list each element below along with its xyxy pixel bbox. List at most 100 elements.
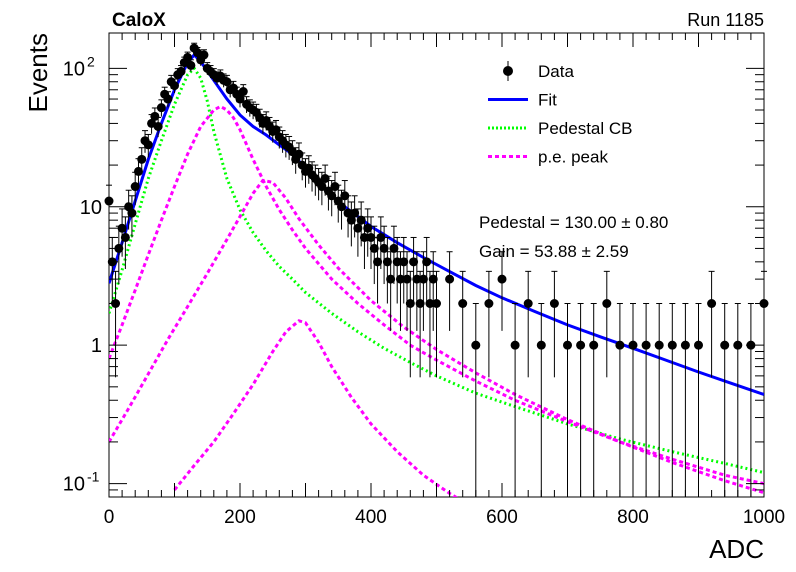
data-point (432, 299, 441, 309)
pedestal-fit-result: Pedestal = 130.00 ± 0.80 (479, 213, 668, 232)
data-point (186, 60, 196, 70)
data-point (523, 299, 533, 309)
y-tick-label: 10 (63, 474, 85, 496)
data-point (327, 191, 337, 201)
data-point (379, 243, 389, 253)
x-tick-label: 400 (355, 507, 387, 528)
data-point (137, 154, 147, 164)
data-point (346, 215, 356, 225)
data-point (143, 140, 153, 150)
data-point (304, 163, 314, 173)
data-point (428, 274, 438, 284)
data-point (369, 243, 379, 253)
data-point (176, 66, 186, 76)
data-point (497, 274, 507, 284)
data-point (353, 223, 363, 233)
data-point (330, 182, 340, 192)
data-point (549, 299, 559, 309)
data-point (373, 257, 383, 267)
data-point (343, 208, 353, 218)
data-point (412, 274, 422, 284)
data-point (415, 299, 425, 309)
data-point (694, 340, 703, 350)
data-point (170, 81, 179, 91)
data-point (641, 340, 651, 350)
gain-fit-result: Gain = 53.88 ± 2.59 (479, 242, 629, 261)
data-point (471, 340, 481, 350)
data-point (615, 340, 625, 350)
data-points-layer (104, 42, 769, 497)
x-tick-label: 600 (486, 507, 518, 528)
data-point (382, 257, 392, 267)
legend-marker (503, 66, 513, 76)
data-point (117, 223, 127, 233)
data-point (363, 223, 373, 233)
data-point (238, 87, 248, 97)
y-tick-label: 1 (91, 335, 102, 357)
y-tick-label: 10 (80, 197, 102, 219)
data-point (156, 103, 166, 113)
curve-p-e-peak-2 (109, 178, 764, 495)
data-point (395, 274, 405, 284)
data-point (399, 257, 409, 267)
data-point (409, 257, 419, 267)
curve-pedestal-cb (109, 65, 764, 475)
experiment-label: CaloX (112, 10, 166, 31)
legend-label: Pedestal CB (538, 119, 633, 138)
data-point (602, 299, 612, 309)
data-point (350, 208, 360, 218)
data-point (130, 182, 140, 192)
x-tick-label: 200 (224, 507, 256, 528)
data-point (340, 191, 350, 201)
data-point (366, 232, 376, 242)
data-point (422, 257, 432, 267)
data-point (576, 340, 586, 350)
data-point (402, 274, 412, 284)
data-point (150, 111, 160, 121)
legend-label: Data (538, 62, 574, 81)
y-tick-exponent: 2 (87, 53, 95, 69)
data-point (733, 340, 743, 350)
data-point (359, 232, 369, 242)
data-point (163, 94, 173, 104)
x-axis: 0 200 400 600 800 1000 (104, 33, 785, 528)
x-tick-label: 800 (617, 507, 649, 528)
x-tick-label: 0 (104, 507, 115, 528)
data-point (680, 340, 690, 350)
data-point (418, 274, 428, 284)
x-tick-label: 1000 (743, 507, 785, 528)
y-axis-title: Events (23, 33, 53, 113)
legend-label: Fit (538, 91, 557, 110)
data-point (589, 340, 599, 350)
data-point (120, 232, 130, 242)
data-point (510, 340, 520, 350)
data-point (707, 299, 717, 309)
data-point (405, 299, 415, 309)
data-point (356, 215, 366, 225)
data-point (628, 340, 638, 350)
x-axis-title: ADC (709, 534, 764, 564)
curve-p-e-peak-1 (109, 104, 764, 486)
data-point (389, 243, 399, 253)
data-point (317, 182, 327, 192)
data-point (720, 340, 730, 350)
legend: Data Fit Pedestal CB p.e. peak (488, 61, 633, 167)
data-point (127, 208, 137, 218)
data-point (654, 340, 664, 350)
run-label: Run 1185 (687, 10, 764, 30)
data-point (425, 299, 435, 309)
data-point (484, 299, 494, 309)
data-point (199, 50, 209, 60)
data-point (376, 232, 386, 242)
data-point (563, 340, 572, 350)
data-point (458, 299, 468, 309)
data-point (386, 274, 396, 284)
data-point (235, 94, 245, 104)
legend-label: p.e. peak (538, 148, 608, 167)
data-point (536, 340, 546, 350)
y-tick-exponent: -1 (87, 469, 100, 485)
data-point (667, 340, 677, 350)
curve-p-e-peak-3 (173, 319, 459, 497)
